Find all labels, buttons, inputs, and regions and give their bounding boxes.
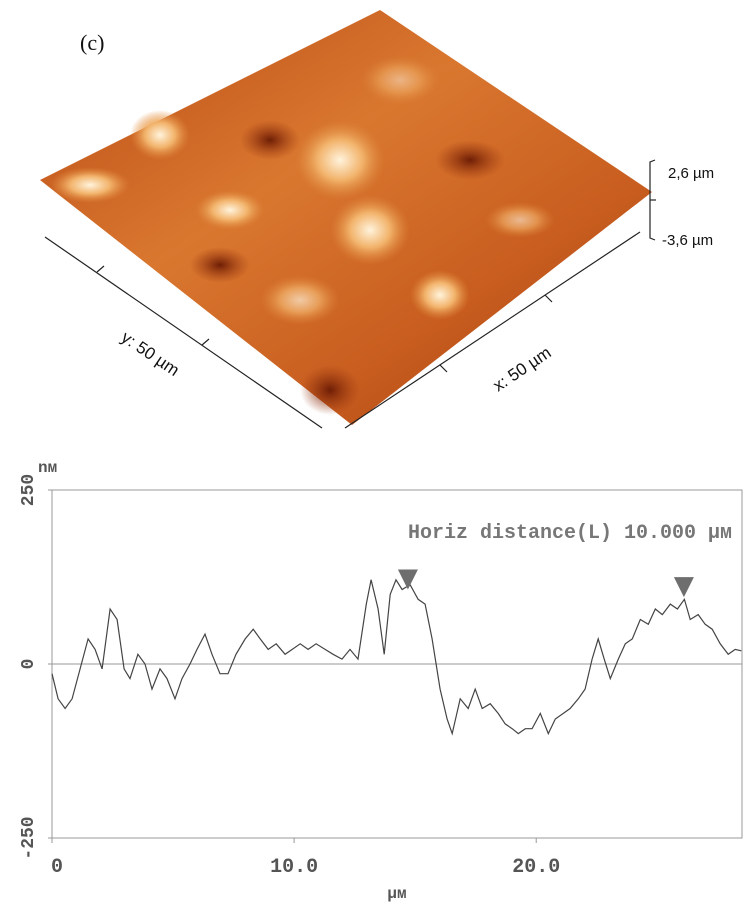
- surface-axes: [44, 159, 656, 429]
- y-unit-label: nм: [38, 459, 57, 477]
- cursor-marker: [673, 577, 694, 598]
- x-tick-label: 20.0: [512, 856, 560, 879]
- profile-line: [51, 578, 742, 736]
- x-unit-label: µм: [387, 885, 406, 903]
- y-axis-label: y: 50 µm: [118, 328, 183, 380]
- x-tick-label: 0: [51, 856, 63, 879]
- figure-label: (c): [80, 30, 104, 55]
- y-tick-label: 0: [19, 659, 39, 670]
- x-tick-label: 10.0: [270, 856, 318, 879]
- afm-surface: [40, 10, 652, 425]
- y-tick-label: -250: [19, 816, 39, 859]
- cursor-marker: [397, 569, 418, 590]
- z-label: -3,6 µm: [662, 232, 713, 249]
- z-label: 2,6 µm: [668, 165, 714, 182]
- annotation: Horiz distance(L) 10.000 µм: [408, 522, 732, 545]
- y-tick-label: 250: [19, 474, 39, 506]
- x-axis-label: x: 50 µm: [490, 343, 555, 395]
